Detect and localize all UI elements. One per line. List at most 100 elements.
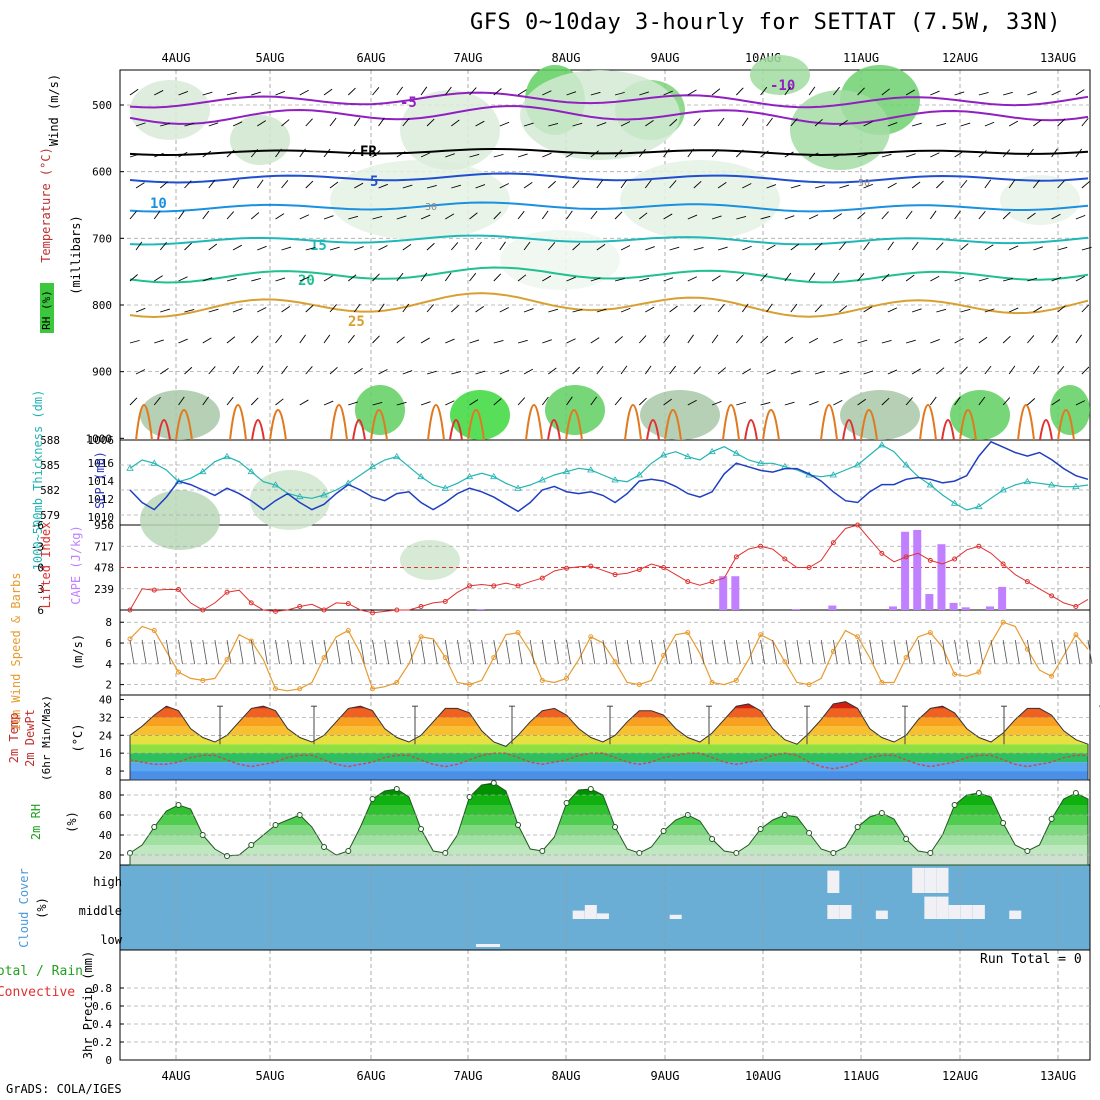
wind-barb <box>306 119 313 126</box>
wind-barb-10m <box>591 640 595 664</box>
wind-barb <box>791 185 801 188</box>
wind-barb <box>833 214 841 219</box>
rh-blob <box>1050 385 1090 435</box>
wind-barb <box>300 90 309 95</box>
wind-barb <box>621 366 627 374</box>
wind-barb <box>373 336 380 343</box>
wind-barb <box>306 181 313 188</box>
wind-barb-10m <box>312 640 316 664</box>
middle-cloud-bar <box>585 905 597 919</box>
wind-barb <box>694 367 701 374</box>
wind-barb <box>961 123 971 126</box>
wind-barb <box>930 211 936 219</box>
wind-barb <box>130 211 136 219</box>
wind-barb <box>276 278 286 281</box>
rh-marker <box>855 825 860 830</box>
wind-barb-10m <box>1003 640 1007 664</box>
cape-tick-label: 956 <box>94 519 114 532</box>
wind-barb <box>282 180 288 188</box>
wind-barb <box>785 402 795 405</box>
wind-barb <box>912 242 918 250</box>
wind-barb-10m <box>736 640 740 664</box>
surface-temp-contour <box>526 405 542 440</box>
wind-barb <box>257 366 263 374</box>
wind-barb <box>955 277 964 281</box>
wind-barb <box>227 92 237 95</box>
wind-barb <box>864 242 870 250</box>
date-label-bottom: 10AUG <box>745 1069 781 1083</box>
surface-temp-contour <box>331 405 347 440</box>
wind-barb <box>742 118 748 126</box>
wind-barb <box>985 122 994 126</box>
wind-barb <box>906 211 912 219</box>
wind-barb <box>227 150 234 157</box>
wind-barb <box>494 274 501 281</box>
wind-barb <box>694 305 701 312</box>
wind-barb <box>621 308 630 312</box>
wind-barb <box>912 182 920 188</box>
wind-barb <box>282 306 290 312</box>
wind-barb <box>888 183 897 188</box>
wind-barb <box>542 211 548 219</box>
rh-band <box>120 815 1090 825</box>
wind-barb-10m <box>688 640 692 664</box>
date-label-top: 6AUG <box>357 51 386 65</box>
wind-barb <box>524 309 533 312</box>
y-tick-label: 32 <box>99 711 112 724</box>
wind-speed-line <box>130 622 1088 691</box>
wind-barb-10m <box>761 640 765 664</box>
wind-barb-10m <box>955 640 959 664</box>
wind-barb <box>330 247 340 250</box>
wind-barb <box>1082 305 1089 312</box>
wind-barb <box>833 273 839 281</box>
rh-blob <box>950 390 1010 440</box>
grads-footer: GrADS: COLA/IGES <box>6 1082 122 1096</box>
rh-blob <box>1000 175 1080 225</box>
panel-label: Temperature (°C) <box>39 147 53 263</box>
wind-barb <box>664 149 670 157</box>
wind-barb <box>251 336 258 343</box>
wind-barb <box>324 149 330 157</box>
wind-barb <box>354 247 363 250</box>
panel-label: 2m RH <box>29 804 43 840</box>
wind-barb-10m <box>833 640 837 664</box>
temp-contour-label: 5 <box>370 174 378 190</box>
panel-label: RH (%) <box>40 290 53 330</box>
wind-barb-10m <box>506 640 510 664</box>
wind-barb <box>1027 92 1036 95</box>
wind-barb <box>955 338 964 343</box>
wind-barb <box>597 180 603 188</box>
wind-barb <box>233 180 239 188</box>
wind-barb-10m <box>191 640 195 664</box>
temp-contour-label: FR <box>360 144 377 160</box>
wind-barb <box>930 339 939 343</box>
rh-band <box>120 835 1090 845</box>
wind-barb <box>912 123 922 126</box>
wind-barb <box>1058 366 1064 374</box>
middle-cloud-bar <box>670 915 682 919</box>
date-label-bottom: 13AUG <box>1040 1069 1076 1083</box>
middle-cloud-bar <box>949 905 961 919</box>
cape-tick-label: 478 <box>94 562 114 575</box>
wind-barb <box>961 309 971 312</box>
date-label-top: 9AUG <box>651 51 680 65</box>
wind-barb-10m <box>397 640 401 664</box>
rh-marker <box>540 849 545 854</box>
wind-barb <box>930 276 939 281</box>
wind-barb <box>736 274 744 281</box>
wind-barb-10m <box>967 640 971 664</box>
wind-barb <box>645 366 651 374</box>
wind-barb <box>1082 182 1090 188</box>
panel-label: 3hr Precip (mm) <box>81 951 95 1059</box>
wind-barb <box>403 371 412 374</box>
wind-barb-10m <box>203 640 207 664</box>
y-tick-label: 24 <box>99 729 113 742</box>
panel-label: 2m DewPt <box>23 709 37 767</box>
wind-barb <box>324 216 333 219</box>
y-tick-label: 16 <box>99 747 112 760</box>
rh-marker <box>249 843 254 848</box>
temp-contour-5 <box>130 174 1088 183</box>
wind-barb-10m <box>1076 640 1080 664</box>
wind-barb <box>888 242 894 250</box>
wind-barb <box>257 246 266 250</box>
